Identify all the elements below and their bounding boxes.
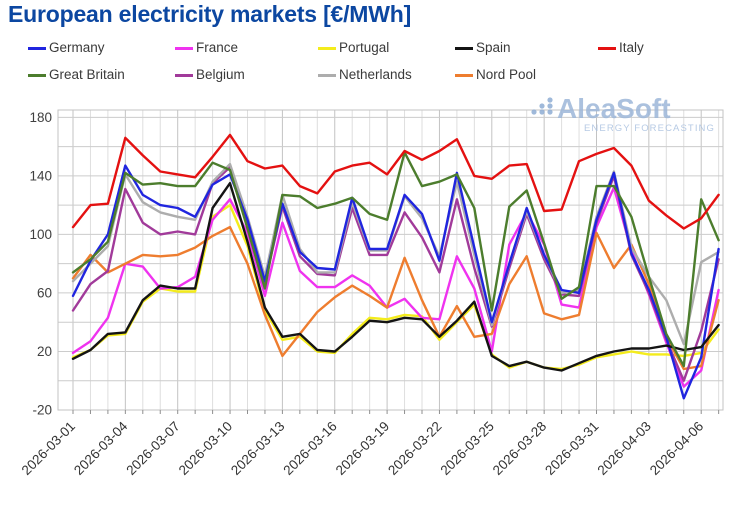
series-line-germany bbox=[71, 164, 720, 400]
svg-text:ENERGY FORECASTING: ENERGY FORECASTING bbox=[584, 123, 715, 134]
series-line-france bbox=[71, 186, 720, 388]
legend-item-great-britain[interactable]: Great Britain bbox=[28, 67, 125, 83]
legend-swatch-spain bbox=[455, 46, 473, 50]
legend-item-portugal[interactable]: Portugal bbox=[318, 40, 389, 56]
series-line-portugal bbox=[71, 203, 720, 371]
legend-swatch-italy bbox=[598, 46, 616, 50]
legend-label: Germany bbox=[49, 40, 105, 55]
y-tick-label: 60 bbox=[37, 285, 52, 300]
legend-swatch-nord-pool bbox=[455, 73, 473, 77]
legend-label: Nord Pool bbox=[476, 67, 537, 82]
x-tick-label: 2026-03-01 bbox=[19, 419, 78, 478]
series-line-great-britain bbox=[71, 151, 720, 368]
series-line-italy bbox=[71, 133, 720, 230]
legend-swatch-belgium bbox=[175, 73, 193, 77]
y-tick-label: 140 bbox=[29, 168, 52, 183]
x-axis-labels: 2026-03-012026-03-042026-03-072026-03-10… bbox=[19, 418, 707, 478]
y-axis-labels: -20 20 60 100 140 180 bbox=[29, 110, 52, 418]
x-tick-label: 2026-03-19 bbox=[333, 419, 392, 478]
legend-item-spain[interactable]: Spain bbox=[455, 40, 511, 56]
legend-item-france[interactable]: France bbox=[175, 40, 238, 56]
legend-swatch-netherlands bbox=[318, 73, 336, 77]
x-tick-label: 2026-03-16 bbox=[280, 419, 339, 478]
x-tick-label: 2026-03-31 bbox=[542, 419, 601, 478]
legend-label: Portugal bbox=[339, 40, 390, 55]
legend-label: Italy bbox=[619, 40, 644, 55]
legend-label: Spain bbox=[476, 40, 511, 55]
y-tick-label: 100 bbox=[29, 227, 52, 242]
x-tick-label: 2026-04-06 bbox=[647, 419, 706, 478]
legend-item-nord-pool[interactable]: Nord Pool bbox=[455, 67, 536, 83]
legend-item-netherlands[interactable]: Netherlands bbox=[318, 67, 412, 83]
x-tick-label: 2026-03-28 bbox=[490, 419, 549, 478]
x-tick-label: 2026-03-07 bbox=[123, 419, 182, 478]
legend-label: Netherlands bbox=[339, 67, 412, 82]
x-tick-label: 2026-03-22 bbox=[385, 419, 444, 478]
gridlines bbox=[57, 109, 724, 414]
legend-swatch-france bbox=[175, 46, 193, 50]
legend-item-belgium[interactable]: Belgium bbox=[175, 67, 245, 83]
svg-text:AleaSoft: AleaSoft bbox=[557, 93, 671, 124]
legend-label: Great Britain bbox=[49, 67, 125, 82]
series-line-spain bbox=[71, 182, 720, 372]
x-tick-label: 2026-03-10 bbox=[176, 419, 235, 478]
legend-label: Belgium bbox=[196, 67, 245, 82]
y-tick-label: -20 bbox=[32, 403, 52, 418]
legend-label: France bbox=[196, 40, 239, 55]
y-tick-label: 180 bbox=[29, 110, 52, 125]
legend-item-italy[interactable]: Italy bbox=[598, 40, 644, 56]
x-tick-label: 2026-04-03 bbox=[595, 419, 654, 478]
series-line-nord-pool bbox=[71, 225, 720, 371]
x-tick-label: 2026-03-25 bbox=[437, 419, 496, 478]
y-tick-label: 20 bbox=[37, 344, 52, 359]
legend-swatch-great-britain bbox=[28, 73, 46, 77]
chart-title: European electricity markets [€/MWh] bbox=[8, 1, 412, 27]
legend-swatch-portugal bbox=[318, 46, 336, 50]
legend-item-germany[interactable]: Germany bbox=[28, 40, 105, 56]
x-tick-label: 2026-03-04 bbox=[71, 418, 131, 478]
x-tick-label: 2026-03-13 bbox=[228, 419, 287, 478]
legend-swatch-germany bbox=[28, 46, 46, 50]
